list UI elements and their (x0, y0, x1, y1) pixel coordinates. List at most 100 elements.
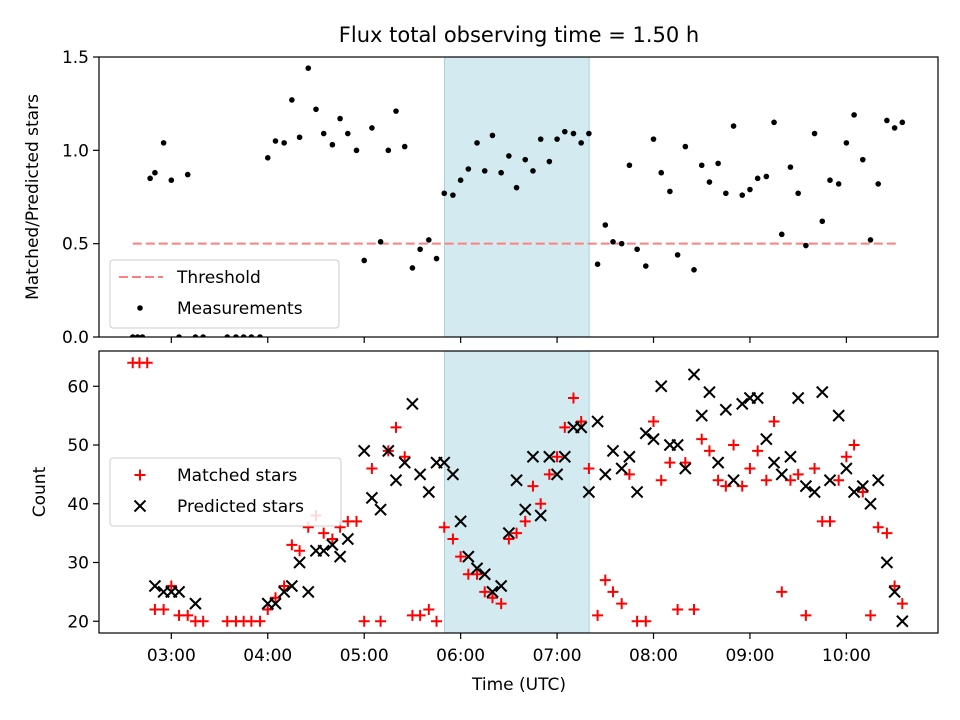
top-dot-point (409, 265, 416, 271)
bottom-x-point (647, 432, 660, 446)
bottom-plus-point (809, 463, 821, 474)
top-dot-point (618, 240, 625, 247)
bottom-x-point (413, 468, 427, 481)
bottom-plus-point (455, 551, 467, 563)
top-dot-point (730, 123, 737, 129)
x-tick-label: 07:00 (533, 646, 582, 666)
bottom-plus-point (720, 480, 732, 492)
top-dot-point (811, 130, 818, 137)
bottom-x-point (486, 585, 499, 599)
top-dot-point (891, 125, 898, 131)
top-dot-point (147, 175, 153, 182)
x-tick-label: 06:00 (436, 646, 485, 666)
bottom-panel: 20 30 40 50 60 03:00 04:00 05:00 06:00 07:00 08:00… (67, 350, 939, 666)
bottom-x-point (422, 485, 436, 499)
bottom-plus-point (182, 609, 194, 621)
bottom-x-point (446, 468, 460, 481)
bottom-y-tick-label: 40 (67, 495, 89, 515)
bottom-y-tick-label: 60 (67, 377, 89, 397)
bottom-x-point (615, 462, 628, 475)
bottom-x-point (823, 474, 837, 487)
bottom-x-point (357, 444, 371, 458)
bottom-x-point (606, 444, 620, 458)
top-dot-point (417, 246, 423, 253)
bottom-x-point (462, 550, 475, 563)
bottom-x-point (847, 485, 861, 499)
bottom-plus-point (551, 451, 563, 463)
bottom-x-point (189, 597, 202, 610)
bottom-x-point (558, 450, 571, 463)
bottom-plus-point (592, 609, 604, 621)
top-axes-frame (98, 56, 939, 338)
bottom-x-point (639, 427, 653, 440)
bottom-x-point (374, 503, 387, 516)
top-dot-point (289, 97, 295, 103)
top-dot-point (530, 168, 536, 174)
top-panel: 0.0 0.5 1.0 1.5 Threshold Measurements (62, 48, 939, 348)
bottom-x-point (864, 497, 877, 510)
bottom-plus-point (864, 609, 876, 621)
top-dot-point (747, 186, 753, 193)
bottom-x-point (494, 579, 508, 593)
top-dot-point (586, 130, 592, 137)
x-tick-label: 09:00 (725, 646, 774, 666)
top-y-tick-label: 0.0 (62, 328, 89, 348)
bottom-x-point (767, 456, 781, 469)
bottom-plus-point (881, 527, 893, 539)
bottom-plus-point (286, 539, 298, 551)
legend-matched-swatch (134, 469, 146, 481)
top-dot-point (884, 117, 890, 124)
legend-entry-label: Threshold (176, 268, 261, 288)
top-dot-point (739, 192, 746, 198)
top-dot-point (337, 115, 343, 122)
top-dot-point (642, 263, 649, 269)
top-dot-point (489, 132, 496, 139)
top-dot-point (706, 179, 713, 185)
top-dot-point (441, 190, 448, 197)
bottom-x-point (326, 538, 339, 552)
top-dot-point (134, 334, 141, 337)
top-dot-point (313, 106, 319, 113)
top-dot-point (160, 140, 167, 146)
top-dot-point (152, 169, 158, 176)
bottom-x-point (760, 432, 773, 446)
legend-entry-label: Predicted stars (177, 497, 304, 517)
top-dot-point (674, 252, 681, 258)
x-axis-label: Time (UTC) (471, 675, 566, 695)
bottom-plus-point (824, 515, 836, 527)
bottom-x-point (510, 474, 523, 487)
bottom-x-point (840, 462, 853, 475)
bottom-plus-point (197, 615, 209, 627)
top-dot-point (546, 158, 553, 165)
top-dot-point (433, 255, 440, 262)
bottom-x-point (470, 562, 484, 575)
bottom-observing-window (444, 350, 590, 634)
top-dot-point (899, 119, 906, 126)
top-dot-point (715, 160, 721, 167)
top-dot-point (561, 128, 568, 135)
bottom-plus-point (318, 527, 330, 539)
top-dot-point (843, 140, 850, 146)
bottom-x-point (317, 544, 330, 557)
bottom-x-point (389, 474, 403, 487)
chart-title: Flux total observing time = 1.50 h (339, 23, 699, 47)
top-dot-point (506, 153, 512, 159)
bottom-x-point (775, 468, 788, 481)
bottom-plus-point (752, 445, 764, 457)
top-dot-point (233, 334, 239, 337)
top-dot-point (691, 267, 697, 273)
bottom-plus-point (326, 533, 338, 545)
top-dot-point (787, 164, 794, 170)
bottom-plus-point (567, 392, 579, 404)
bottom-x-point (719, 403, 733, 416)
legend-predicted-swatch (133, 499, 147, 513)
top-legend: Threshold Measurements (109, 259, 340, 329)
top-dot-point (474, 140, 480, 146)
bottom-x-point (277, 585, 291, 599)
top-dot-point (795, 190, 801, 197)
bottom-x-point (285, 579, 299, 593)
bottom-plus-point (471, 568, 483, 580)
top-dot-point (385, 147, 392, 154)
top-dot-point (393, 108, 399, 114)
